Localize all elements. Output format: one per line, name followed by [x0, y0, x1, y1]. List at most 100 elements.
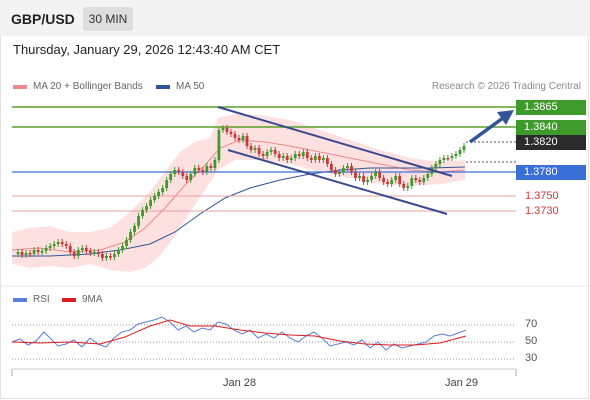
candle-body: [197, 168, 201, 170]
price-label-1.3820: 1.3820: [516, 135, 586, 150]
candle-body: [88, 251, 92, 253]
legend-rsi: RSI: [13, 294, 50, 305]
candle-body: [253, 148, 257, 150]
candle-body: [338, 172, 341, 174]
candle-body: [181, 172, 185, 176]
candle-body: [446, 158, 450, 160]
candle-body: [52, 244, 56, 246]
candle-body: [305, 152, 309, 158]
candle-body: [358, 176, 361, 178]
candle-body: [265, 152, 269, 156]
candle-body: [434, 164, 438, 168]
candle-body: [386, 182, 390, 184]
candle-body: [366, 180, 369, 182]
candle-body: [418, 180, 422, 182]
candle-body: [169, 174, 173, 180]
candle-body: [32, 250, 36, 254]
candle-body: [113, 254, 116, 257]
candle-body: [145, 206, 148, 210]
candle-body: [84, 248, 88, 251]
candle-body: [28, 253, 32, 255]
candle-body: [325, 158, 329, 164]
price-label-1.3730: 1.3730: [525, 205, 559, 217]
candle-body: [297, 154, 301, 156]
research-credit: Research © 2026 Trading Central: [431, 81, 581, 92]
legend-9ma: 9MA: [62, 294, 103, 305]
candle-body: [177, 170, 181, 172]
timeframe-button[interactable]: 30 MIN: [83, 7, 133, 31]
price-label-1.3750: 1.3750: [525, 190, 559, 202]
candle-body: [109, 256, 112, 258]
price-label-1.3780: 1.3780: [516, 165, 586, 180]
candle-body: [125, 240, 128, 246]
candle-body: [346, 166, 349, 168]
candle-body: [173, 170, 177, 174]
candle-body: [281, 156, 285, 158]
candle-body: [354, 172, 357, 178]
candle-body: [189, 174, 193, 180]
candle-body: [277, 154, 281, 158]
candle-body: [462, 146, 466, 150]
candle-body: [330, 164, 333, 170]
target-arrow-shaft: [468, 116, 505, 144]
candle-body: [422, 178, 426, 182]
candle-body: [285, 156, 289, 160]
candlesticks: [16, 125, 466, 261]
candle-body: [157, 192, 161, 196]
candle-body: [149, 200, 153, 206]
legend-ma20: MA 20 + Bollinger Bands: [13, 81, 143, 92]
target-arrow-head: [497, 110, 514, 125]
channel-upper-line: [217, 106, 453, 177]
candle-body: [426, 174, 430, 178]
rsi-level-70: 70: [525, 318, 538, 330]
candle-body: [269, 150, 273, 152]
candle-body: [68, 246, 72, 252]
candle-body: [24, 253, 28, 255]
candle-body: [313, 156, 317, 160]
legend-ma50: MA 50: [156, 81, 204, 92]
x-label-jan28: Jan 28: [223, 377, 257, 389]
candle-body: [165, 180, 169, 188]
candle-body: [362, 176, 365, 182]
candle-body: [60, 242, 64, 244]
candle-body: [201, 170, 205, 172]
price-label-1.3865: 1.3865: [516, 100, 586, 115]
candle-body: [193, 168, 197, 174]
candle-body: [100, 254, 104, 258]
rsi-level-30: 30: [525, 352, 538, 364]
candle-body: [141, 210, 144, 216]
candle-body: [16, 252, 20, 254]
candle-body: [438, 160, 442, 164]
ma50-line: [12, 166, 466, 257]
candle-body: [40, 251, 44, 253]
candle-body: [241, 136, 245, 140]
candle-body: [56, 242, 60, 244]
candle-body: [458, 150, 462, 154]
rsi-line: [11, 316, 467, 351]
candle-body: [237, 138, 241, 140]
candle-body: [406, 186, 410, 188]
candle-body: [309, 158, 313, 160]
legend-rsi-label: RSI: [33, 294, 50, 305]
candle-body: [410, 178, 414, 186]
legend-9ma-label: 9MA: [82, 294, 103, 305]
candle-body: [334, 170, 337, 174]
candle-body: [317, 156, 321, 160]
candle-body: [390, 180, 394, 184]
candle-body: [133, 226, 136, 232]
candle-body: [185, 176, 189, 180]
rsi-level-50: 50: [525, 335, 538, 347]
price-label-1.3840: 1.3840: [516, 120, 586, 135]
candle-body: [205, 166, 209, 172]
candle-body: [261, 154, 265, 156]
candle-body: [72, 252, 76, 256]
candle-body: [321, 158, 325, 160]
candle-body: [209, 166, 213, 168]
candle-body: [293, 154, 297, 158]
rsi-swatch: [13, 297, 27, 302]
legend-ma20-label: MA 20 + Bollinger Bands: [33, 81, 143, 92]
candle-body: [257, 148, 261, 154]
candle-body: [301, 152, 305, 156]
candle-body: [117, 250, 120, 254]
ma50-swatch: [156, 84, 170, 89]
